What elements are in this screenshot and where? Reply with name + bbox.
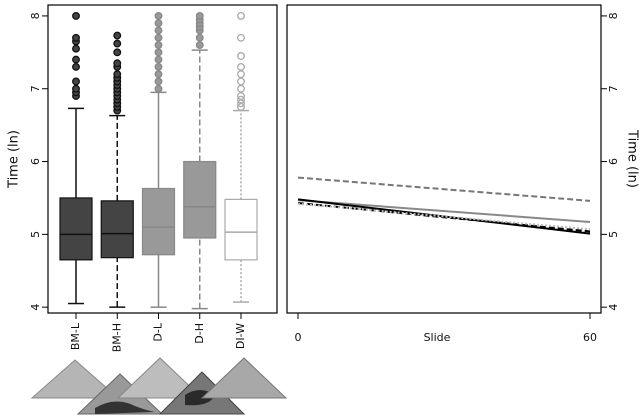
outlier bbox=[113, 39, 122, 48]
x-tick-label: D-H bbox=[193, 323, 206, 344]
outlier bbox=[72, 44, 80, 53]
outlier bbox=[237, 70, 245, 79]
y-tick-label: 8 bbox=[607, 12, 620, 19]
x-tick-label: 60 bbox=[583, 331, 597, 344]
outlier bbox=[72, 77, 80, 86]
x-tick-label: 0 bbox=[294, 331, 301, 344]
y-tick-label: 4 bbox=[607, 304, 620, 311]
y-tick-label: 6 bbox=[607, 158, 620, 165]
outlier bbox=[72, 55, 80, 64]
outlier bbox=[237, 33, 245, 42]
outlier bbox=[113, 48, 122, 57]
box bbox=[59, 197, 93, 261]
y-tick-label: 8 bbox=[29, 12, 42, 19]
y-tick-label: 6 bbox=[29, 158, 42, 165]
outlier bbox=[154, 11, 163, 20]
outlier bbox=[195, 41, 204, 49]
outlier bbox=[237, 11, 245, 20]
box bbox=[224, 198, 258, 261]
thumbnail bbox=[200, 357, 288, 399]
x-axis-label: Slide bbox=[424, 331, 451, 344]
outlier bbox=[237, 62, 245, 71]
y-tick-label: 7 bbox=[607, 85, 620, 92]
y-tick-label: 5 bbox=[29, 231, 42, 238]
box bbox=[183, 160, 217, 239]
outlier bbox=[154, 33, 163, 42]
trend-line bbox=[297, 176, 591, 202]
outlier bbox=[154, 55, 163, 64]
thumbnail-detail bbox=[95, 401, 155, 414]
trend-line bbox=[297, 202, 591, 231]
outlier bbox=[113, 70, 122, 79]
outlier bbox=[195, 11, 204, 20]
outlier bbox=[72, 11, 80, 20]
thumbnail bbox=[30, 359, 120, 399]
x-tick-label: D-L bbox=[152, 322, 165, 341]
outlier bbox=[154, 70, 163, 79]
outlier bbox=[237, 84, 245, 93]
outlier bbox=[154, 77, 163, 86]
map-thumbnails bbox=[30, 357, 288, 415]
outlier bbox=[154, 62, 163, 71]
outlier bbox=[154, 84, 163, 93]
outlier bbox=[237, 52, 245, 60]
box bbox=[141, 187, 176, 256]
outlier bbox=[195, 33, 204, 42]
outlier bbox=[154, 26, 163, 35]
left-panel bbox=[47, 4, 278, 314]
outlier bbox=[113, 59, 122, 68]
outlier bbox=[113, 31, 122, 40]
trend-line bbox=[297, 202, 591, 233]
right-panel bbox=[286, 4, 602, 314]
box bbox=[100, 200, 134, 259]
outlier bbox=[72, 84, 80, 93]
x-tick-label: BM-L bbox=[69, 322, 82, 350]
y-axis-label: Time (ln) bbox=[7, 130, 22, 189]
outlier bbox=[154, 19, 163, 28]
trend-line bbox=[297, 199, 591, 223]
outlier bbox=[154, 48, 163, 57]
y-axis-label: Time (ln) bbox=[625, 129, 640, 188]
y-tick-label: 4 bbox=[29, 304, 42, 311]
y-tick-label: 5 bbox=[607, 231, 620, 238]
outlier bbox=[237, 102, 245, 111]
outlier bbox=[237, 77, 245, 86]
outlier bbox=[154, 41, 163, 49]
x-tick-label: DI-W bbox=[234, 323, 247, 349]
outlier bbox=[237, 95, 245, 104]
x-tick-label: BM-H bbox=[110, 323, 123, 352]
outlier bbox=[237, 92, 245, 100]
y-tick-label: 7 bbox=[29, 85, 42, 92]
outlier bbox=[72, 33, 80, 42]
outlier bbox=[72, 62, 80, 71]
thumbnail bbox=[116, 357, 204, 399]
outlier bbox=[237, 99, 245, 108]
